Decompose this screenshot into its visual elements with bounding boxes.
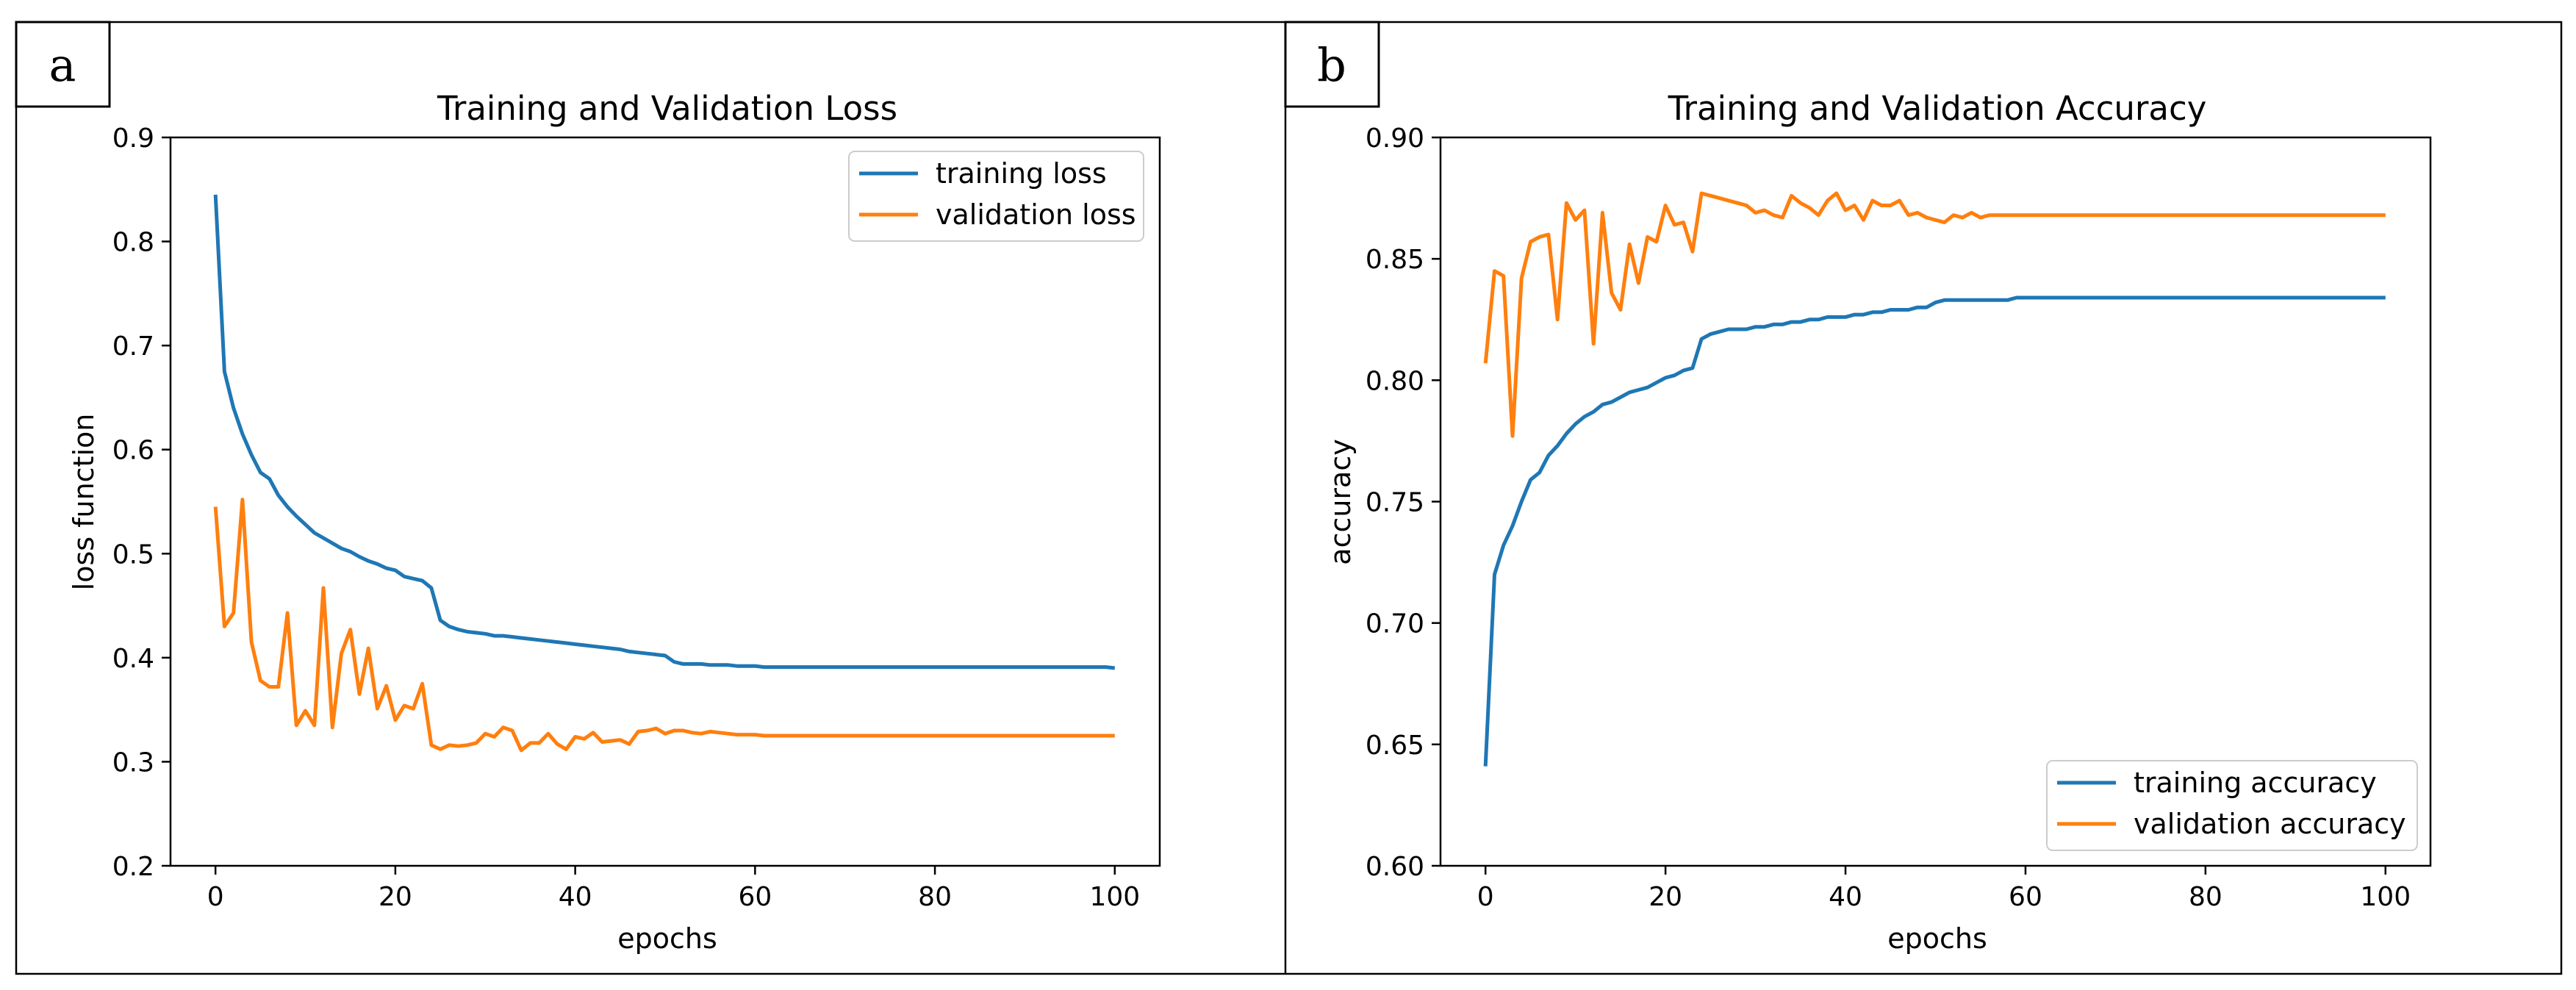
legend-label: training accuracy	[2134, 767, 2377, 799]
panel-b-letter-box	[1284, 21, 1380, 108]
x-tick-label: 60	[738, 882, 772, 912]
panel-b: b Training and Validation Accuracy epoch…	[1284, 21, 2432, 955]
x-tick-label: 20	[378, 882, 412, 912]
loss-chart: Training and Validation Loss epochs loss…	[68, 89, 1161, 955]
legend-label: training loss	[936, 157, 1107, 190]
y-tick-label: 0.75	[1366, 488, 1424, 518]
y-tick-label: 0.90	[1366, 123, 1424, 154]
legend-label: validation accuracy	[2134, 808, 2406, 840]
panel-a: a Training and Validation Loss epochs lo…	[15, 21, 1161, 955]
y-tick-label: 0.3	[112, 747, 154, 778]
y-tick-label: 0.80	[1366, 366, 1424, 396]
chart-title: Training and Validation Accuracy	[1668, 89, 2207, 128]
legend-label: validation loss	[936, 198, 1136, 231]
panel-a-letter-box	[15, 21, 111, 108]
legend: training loss validation loss	[848, 151, 1144, 242]
y-tick-label: 0.9	[112, 123, 154, 154]
panel-b-letter: b	[1317, 38, 1346, 92]
y-tick-label: 0.4	[112, 644, 154, 674]
accuracy-chart: Training and Validation Accuracy epochs …	[1324, 89, 2432, 955]
y-tick-label: 0.85	[1366, 245, 1424, 275]
y-axis-label: loss function	[68, 414, 100, 591]
y-tick-label: 0.7	[112, 331, 154, 362]
x-tick-label: 100	[1089, 882, 1140, 912]
chart-title: Training and Validation Loss	[437, 89, 897, 128]
y-tick-label: 0.5	[112, 539, 154, 570]
series-line-2	[1483, 191, 2386, 438]
plot-area-frame	[169, 136, 1161, 867]
panel-a-letter: a	[49, 38, 76, 92]
legend-box	[848, 151, 1144, 242]
y-axis-label: accuracy	[1324, 439, 1357, 564]
series-line-1	[213, 194, 1116, 670]
x-tick-label: 0	[1477, 882, 1494, 912]
series-line-2	[213, 498, 1115, 753]
x-axis-label: epochs	[617, 922, 717, 955]
legend-box	[2046, 760, 2418, 851]
x-tick-label: 0	[207, 882, 224, 912]
x-tick-label: 40	[559, 882, 592, 912]
y-tick-label: 0.60	[1366, 852, 1424, 882]
y-tick-label: 0.65	[1366, 731, 1424, 761]
x-tick-label: 100	[2360, 882, 2411, 912]
x-tick-label: 60	[2009, 882, 2042, 912]
x-tick-label: 80	[2189, 882, 2222, 912]
x-tick-label: 20	[1648, 882, 1682, 912]
y-tick-label: 0.70	[1366, 609, 1424, 639]
x-tick-label: 80	[918, 882, 952, 912]
y-tick-label: 0.2	[112, 852, 154, 882]
y-tick-label: 0.6	[112, 436, 154, 466]
x-tick-label: 40	[1829, 882, 1862, 912]
y-tick-label: 0.8	[112, 228, 154, 258]
series-line-1	[1483, 295, 2386, 767]
legend: training accuracy validation accuracy	[2046, 760, 2418, 851]
x-axis-label: epochs	[1887, 922, 1987, 955]
